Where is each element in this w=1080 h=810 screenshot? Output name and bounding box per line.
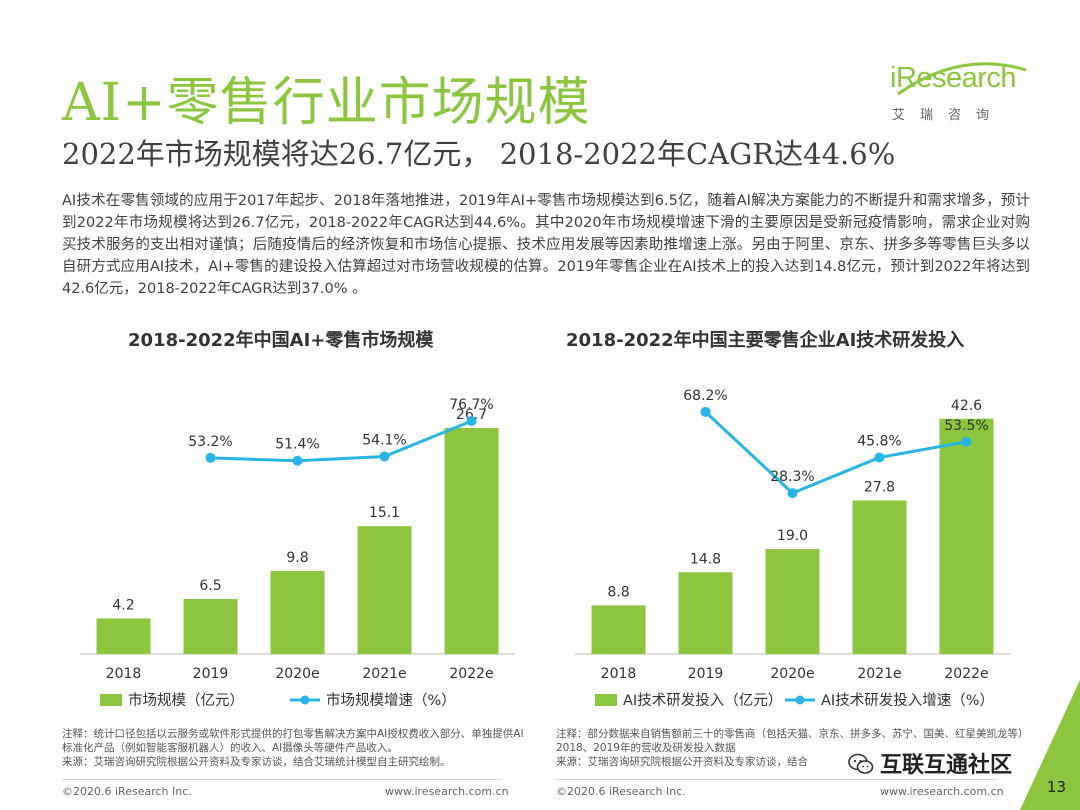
x-tick-label: 2022e	[944, 666, 988, 682]
x-tick-label: 2018	[106, 666, 142, 682]
footer-copyright-right: ©2020.6 iResearch Inc.	[556, 785, 686, 798]
bar	[444, 427, 499, 654]
wechat-watermark: 互联互通社区	[848, 747, 1012, 779]
footer-divider-right	[556, 779, 996, 780]
line-point	[466, 416, 477, 427]
chart2-note: 注释：部分数据来自销售额前三十的零售商（包括天猫、京东、拼多多、苏宁、国美、红星…	[556, 728, 1024, 754]
bar-value-label: 15.1	[369, 505, 400, 521]
bar	[270, 571, 325, 654]
legend-bar-label: 市场规模（亿元）	[128, 692, 244, 709]
legend-line-label: 市场规模增速（%）	[326, 692, 456, 709]
x-tick-label: 2019	[193, 666, 229, 682]
bar	[357, 526, 412, 654]
x-tick-label: 2018	[601, 666, 637, 682]
line-value-label: 68.2%	[683, 388, 727, 404]
line-value-label: 54.1%	[362, 432, 406, 448]
chart2-notes: 注释：部分数据来自销售额前三十的零售商（包括天猫、京东、拼多多、苏宁、国美、红星…	[556, 727, 1026, 769]
legend-bar-label: AI技术研发投入（亿元）	[623, 692, 782, 709]
x-tick-label: 2021e	[857, 666, 901, 682]
bar	[678, 572, 733, 654]
bar-value-label: 14.8	[690, 551, 721, 567]
legend-line-marker	[795, 695, 805, 705]
footer-url-right: www.iresearch.com.cn	[880, 785, 1004, 798]
chart1-note: 注释：统计口径包括以云服务或软件形式提供的打包零售解决方案中AI授权费收入部分、…	[62, 728, 524, 754]
chart-title-rd-investment: 2018-2022年中国主要零售企业AI技术研发投入	[566, 330, 965, 351]
market-size-chart: 4.2 2018 6.5 2019 9.8 2020e 15.1 2021e 26.7 2022e…	[80, 397, 515, 709]
wechat-icon	[848, 753, 874, 774]
logo-subtext: 艾瑞咨询	[892, 108, 1005, 123]
logo-swoosh-icon	[897, 62, 1027, 96]
bar	[939, 418, 994, 654]
bar	[852, 500, 907, 654]
footer-divider-left	[62, 779, 502, 780]
logo-text: iResearch	[890, 62, 1017, 94]
growth-line	[704, 410, 967, 495]
corner-decoration	[1020, 680, 1080, 810]
footer-copyright-left: ©2020.6 iResearch Inc.	[62, 785, 192, 798]
line-point	[379, 451, 390, 462]
chart1-notes: 注释：统计口径包括以云服务或软件形式提供的打包零售解决方案中AI授权费收入部分、…	[62, 727, 532, 769]
bar-value-label: 4.2	[112, 597, 134, 613]
rd-investment-chart: 8.8 2018 14.8 2019 19.0 2020e 27.8 2021e 42.6 202…	[575, 388, 1010, 709]
line-point	[205, 452, 216, 463]
bar	[591, 605, 646, 654]
x-tick-label: 2022e	[449, 666, 493, 682]
bar-value-label: 42.6	[951, 398, 982, 414]
line-value-label: 51.4%	[275, 437, 319, 453]
x-tick-label: 2020e	[275, 666, 319, 682]
line-point	[787, 488, 798, 499]
chart-title-market-size: 2018-2022年中国AI+零售市场规模	[128, 330, 434, 351]
growth-line	[210, 419, 473, 463]
line-point	[700, 406, 711, 417]
bar-value-label: 9.8	[286, 550, 308, 566]
bar-value-label: 26.7	[456, 407, 487, 423]
bar-value-label: 27.8	[864, 479, 895, 495]
line-point	[874, 452, 885, 463]
bar	[765, 549, 820, 654]
line-value-label: 53.5%	[944, 418, 988, 434]
page-number: 13	[1046, 778, 1066, 796]
description-paragraph: AI技术在零售领域的应用于2017年起步、2018年落地推进，2019年AI+零…	[62, 193, 1030, 297]
x-tick-label: 2021e	[362, 666, 406, 682]
legend-bar-swatch	[595, 694, 617, 706]
line-point	[961, 436, 972, 447]
iresearch-logo: iResearch 艾瑞咨询	[890, 62, 1030, 124]
line-value-label: 45.8%	[857, 433, 901, 449]
chart1-source: 来源：艾瑞咨询研究院根据公开资料及专家访谈，结合艾瑞统计模型自主研究绘制。	[62, 756, 451, 768]
legend-line-label: AI技术研发投入增速（%）	[821, 692, 994, 709]
wechat-watermark-text: 互联互通社区	[880, 753, 1013, 778]
legend-bar-swatch	[100, 694, 122, 706]
x-tick-label: 2019	[688, 666, 724, 682]
footer-url-left: www.iresearch.com.cn	[385, 785, 509, 798]
line-value-label: 53.2%	[188, 434, 232, 450]
bar	[96, 618, 151, 654]
line-point	[292, 455, 303, 466]
page-subtitle: 2022年市场规模将达26.7亿元， 2018-2022年CAGR达44.6%	[62, 137, 896, 171]
legend-line-marker	[300, 695, 310, 705]
line-value-label: 76.7%	[449, 397, 493, 413]
line-value-label: 28.3%	[770, 469, 814, 485]
chart2-source: 来源：艾瑞咨询研究院根据公开资料及专家访谈，结合	[556, 756, 808, 768]
bar-value-label: 6.5	[199, 578, 221, 594]
bar-value-label: 19.0	[777, 528, 808, 544]
x-tick-label: 2020e	[770, 666, 814, 682]
bar	[183, 598, 238, 654]
bar-value-label: 8.8	[607, 584, 629, 600]
page-title: AI+零售行业市场规模	[62, 73, 591, 133]
